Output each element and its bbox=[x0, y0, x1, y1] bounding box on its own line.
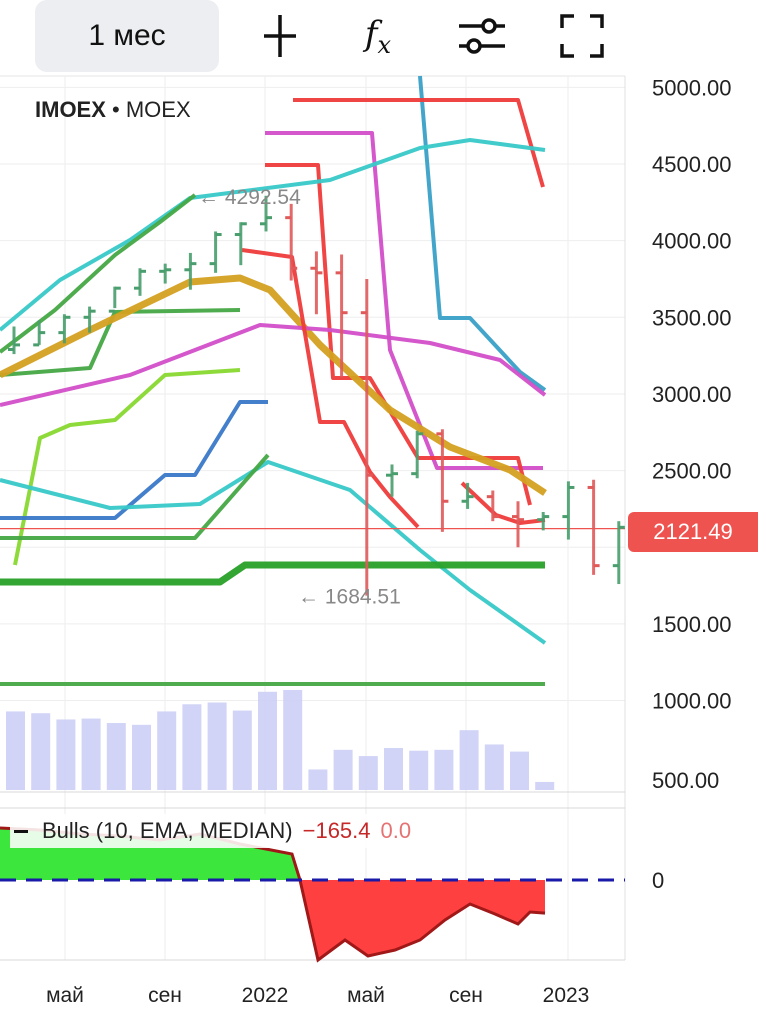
symbol-legend[interactable]: IMOEX • MOEX bbox=[35, 97, 191, 123]
price-axis-label: 2500.00 bbox=[652, 459, 732, 484]
price-axis-label: 1500.00 bbox=[652, 612, 732, 637]
crosshair-icon bbox=[264, 15, 296, 57]
volume-bar bbox=[258, 691, 277, 790]
fullscreen-button[interactable] bbox=[552, 6, 612, 66]
volume-bar bbox=[384, 748, 403, 790]
low-annotation: ← 1684.51 bbox=[298, 586, 401, 609]
volume-bar bbox=[6, 711, 25, 790]
high-annotation: ← 4292.54 bbox=[198, 186, 301, 209]
settings-button[interactable] bbox=[452, 6, 512, 66]
toolbar: 1 мес fx bbox=[0, 0, 758, 76]
price-axis-label: 4000.00 bbox=[652, 229, 732, 254]
indicator-legend[interactable]: Bulls (10, EMA, MEDIAN) −165.4 0.0 bbox=[10, 814, 420, 848]
volume-bar bbox=[308, 769, 328, 790]
price-axis-label: 5000.00 bbox=[652, 75, 732, 100]
overlay-line bbox=[293, 98, 545, 188]
overlay-line bbox=[460, 481, 546, 525]
overlay-line bbox=[265, 163, 532, 506]
overlay-lines bbox=[0, 75, 625, 686]
settings-sliders-icon bbox=[459, 18, 505, 54]
volume-bar bbox=[510, 751, 529, 790]
volume-bar bbox=[409, 750, 429, 790]
volume-bar bbox=[207, 702, 227, 790]
volume-bar bbox=[232, 710, 252, 790]
price-axis-label: 500.00 bbox=[652, 768, 719, 793]
price-axis-label: 1000.00 bbox=[652, 689, 732, 714]
volume-bars bbox=[6, 690, 555, 790]
indicator-value-2: 0.0 bbox=[380, 818, 412, 843]
overlay-line bbox=[0, 400, 268, 520]
overlay-line bbox=[0, 274, 547, 496]
volume-bar bbox=[484, 744, 504, 790]
time-axis-label: 2022 bbox=[242, 984, 289, 1007]
timeframe-label: 1 мес bbox=[88, 19, 166, 52]
price-axis: 5000.00 4500.00 4000.00 3500.00 3000.00 2500.… bbox=[652, 75, 732, 793]
ticker: IMOEX bbox=[35, 97, 106, 122]
volume-bar bbox=[182, 704, 202, 790]
time-axis-label: сен bbox=[449, 984, 483, 1007]
indicator-zero-label: 0 bbox=[652, 868, 664, 893]
exchange: MOEX bbox=[125, 97, 191, 122]
overlay-line bbox=[265, 131, 543, 470]
current-price-tag: 2121.49 bbox=[628, 512, 758, 552]
overlay-line bbox=[0, 193, 197, 354]
price-axis-label: 3500.00 bbox=[652, 305, 732, 330]
overlay-line bbox=[0, 453, 270, 540]
volume-bar bbox=[358, 756, 378, 790]
time-axis-label: сен bbox=[148, 984, 182, 1007]
volume-bar bbox=[434, 749, 454, 790]
volume-bar bbox=[459, 730, 479, 790]
time-axis: май сен 2022 май сен 2023 bbox=[46, 984, 589, 1007]
current-price: 2121.49 bbox=[653, 519, 733, 544]
fx-icon: fx bbox=[364, 13, 392, 59]
indicators-button[interactable]: fx bbox=[348, 6, 408, 66]
overlay-line bbox=[0, 138, 546, 332]
price-axis-label: 3000.00 bbox=[652, 382, 732, 407]
volume-bar bbox=[31, 713, 51, 790]
candles bbox=[8, 195, 676, 596]
indicator-name: Bulls (10, EMA, MEDIAN) bbox=[42, 818, 293, 843]
overlay-line bbox=[0, 460, 547, 645]
overlay-line bbox=[13, 368, 241, 566]
overlay-line bbox=[0, 323, 547, 407]
volume-bar bbox=[132, 724, 151, 790]
annotations: ← 4292.54 ← 1684.51 bbox=[198, 186, 401, 609]
fullscreen-icon bbox=[560, 14, 604, 58]
overlay-line bbox=[0, 308, 241, 377]
volume-bar bbox=[283, 690, 303, 790]
volume-bar bbox=[56, 719, 76, 790]
volume-bar bbox=[535, 781, 555, 790]
price-axis-label: 4500.00 bbox=[652, 152, 732, 177]
indicator-value: −165.4 bbox=[302, 818, 371, 843]
overlay-line bbox=[0, 561, 545, 586]
indicator-color-swatch bbox=[14, 829, 28, 833]
volume-bar bbox=[106, 723, 126, 790]
volume-bar bbox=[333, 749, 353, 790]
time-axis-label: 2023 bbox=[543, 984, 590, 1007]
separator: • bbox=[112, 97, 120, 122]
time-axis-label: май bbox=[46, 984, 84, 1007]
bulls-negative-area bbox=[300, 880, 545, 960]
timeframe-button[interactable]: 1 мес bbox=[35, 0, 219, 72]
volume-bar bbox=[157, 711, 177, 790]
crosshair-button[interactable] bbox=[248, 6, 308, 66]
time-axis-label: май bbox=[347, 984, 385, 1007]
overlay-line bbox=[418, 75, 547, 392]
volume-bar bbox=[81, 718, 101, 790]
